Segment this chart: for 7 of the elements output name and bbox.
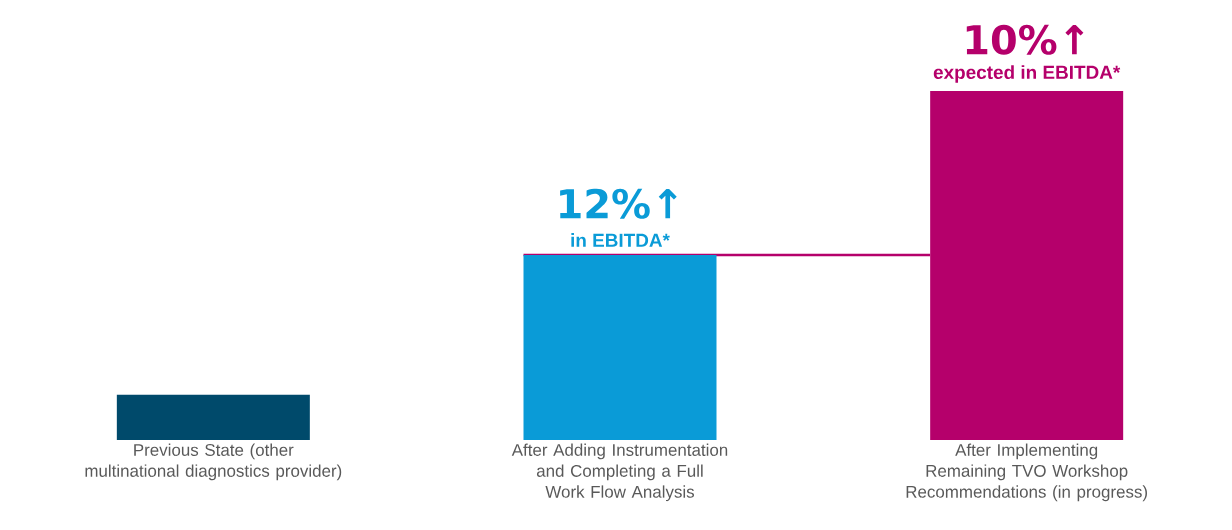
x-tick-label: After Implementing Remaining TVO Workshop Recommendations (in progress) (906, 443, 1147, 502)
annotation: in EBITDA* (571, 233, 670, 247)
x-tick-label: Previous State (other multinational diagnostics provider) (85, 443, 342, 481)
annotation: expected in EBITDA* (933, 65, 1121, 83)
annotation: 10%↑ (966, 24, 1084, 55)
annotation: 12%↑ (560, 188, 677, 219)
x-tick-label: After Adding Instrumentation and Completing a Full Work Flow Analysis (511, 443, 728, 502)
